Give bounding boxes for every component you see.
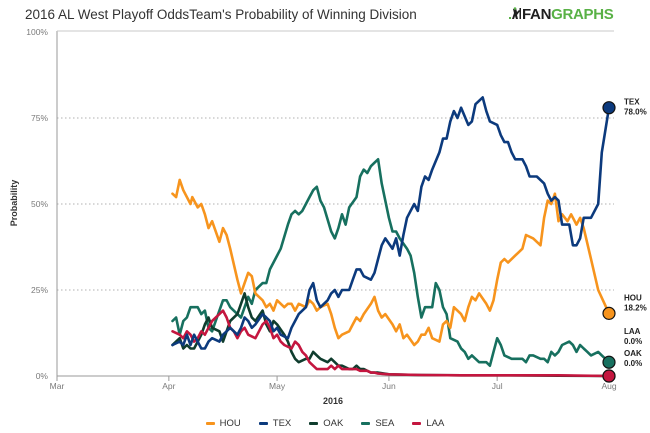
y-axis-label: Probability	[9, 180, 19, 227]
fangraphs-mark-icon	[509, 7, 521, 19]
y-tick-label: 50%	[31, 199, 48, 209]
x-tick-label: Jun	[382, 381, 396, 391]
legend-item-laa[interactable]: LAA	[412, 418, 444, 429]
end-label-value: 0.0%	[624, 359, 642, 368]
legend-label: TEX	[272, 418, 292, 429]
legend-swatch	[412, 421, 422, 425]
legend-swatch	[205, 421, 215, 425]
legend-swatch	[258, 421, 268, 425]
x-axis-label: 2016	[323, 396, 343, 406]
y-tick-label: 25%	[31, 285, 48, 295]
y-tick-label: 100%	[26, 27, 48, 37]
legend-item-tex[interactable]: TEX	[258, 418, 292, 429]
end-label-team: HOU	[624, 293, 642, 302]
end-label-team: LAA	[624, 327, 641, 336]
legend-item-oak[interactable]: OAK	[309, 418, 343, 429]
legend-label: HOU	[219, 418, 241, 429]
x-tick-label: May	[269, 381, 286, 391]
series-line-tex[interactable]	[171, 96, 611, 350]
x-tick-label: Jul	[492, 381, 503, 391]
x-tick-label: Aug	[601, 381, 616, 391]
end-marker-tex[interactable]	[602, 101, 616, 115]
end-label-value: 0.0%	[624, 337, 642, 346]
series-line-sea[interactable]	[171, 158, 611, 367]
chart-title: 2016 AL West Playoff OddsTeam's Probabil…	[25, 7, 417, 22]
fangraphs-logo[interactable]: FANGRAPHS	[509, 6, 614, 23]
legend: HOU TEX OAK SEA LAA	[0, 418, 650, 429]
legend-label: SEA	[375, 418, 395, 429]
logo-graphs-text: GRAPHS	[551, 6, 614, 23]
y-tick-label: 75%	[31, 113, 48, 123]
end-marker-laa[interactable]	[602, 369, 616, 383]
end-label-team: OAK	[624, 349, 642, 358]
legend-label: OAK	[323, 418, 344, 429]
end-label-team: TEX	[624, 98, 640, 107]
legend-item-hou[interactable]: HOU	[205, 418, 241, 429]
series-line-oak[interactable]	[171, 292, 611, 378]
end-label-value: 78.0%	[624, 108, 647, 117]
legend-label: LAA	[426, 418, 445, 429]
end-marker-hou[interactable]	[602, 306, 616, 320]
x-tick-label: Mar	[50, 381, 65, 391]
y-tick-label: 0%	[36, 371, 49, 381]
end-label-value: 18.2%	[624, 303, 647, 312]
legend-item-sea[interactable]: SEA	[361, 418, 394, 429]
end-marker-sea[interactable]	[602, 355, 616, 369]
series-line-laa[interactable]	[171, 309, 611, 378]
x-tick-label: Apr	[162, 381, 175, 391]
legend-swatch	[361, 421, 371, 425]
series-line-hou[interactable]	[171, 178, 611, 347]
legend-swatch	[309, 421, 319, 425]
logo-fan-text: FAN	[522, 6, 552, 23]
